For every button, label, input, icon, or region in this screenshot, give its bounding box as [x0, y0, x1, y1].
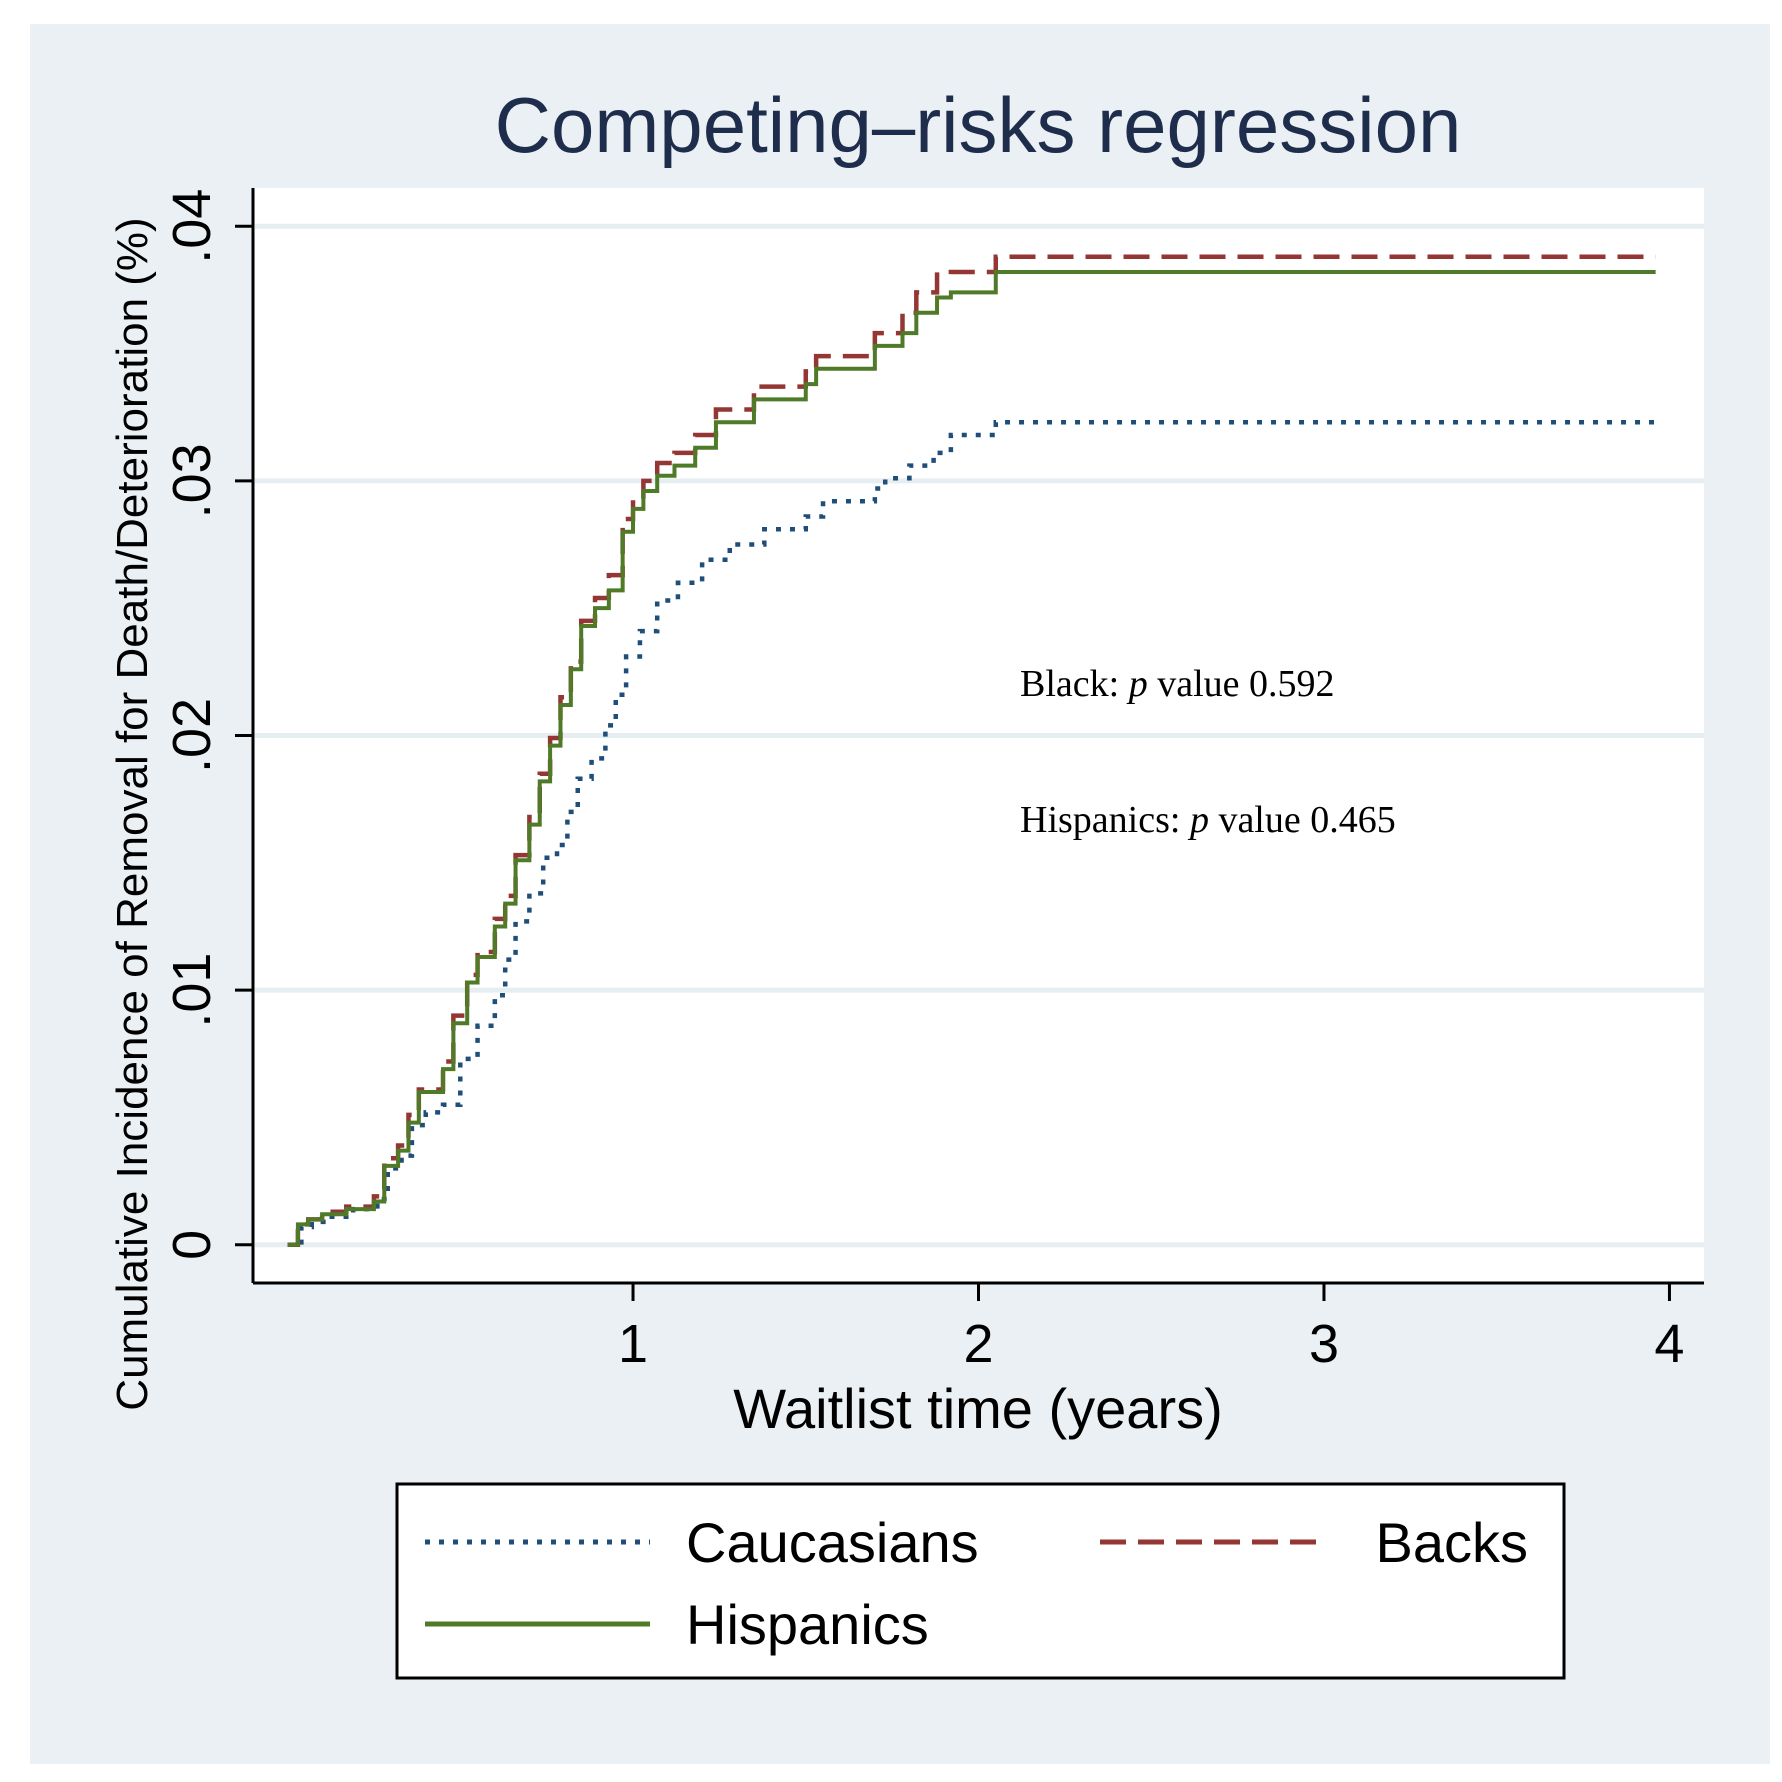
- annotation-black-prefix: Black:: [1020, 663, 1129, 705]
- y-tick-label-0: 0: [162, 1230, 222, 1260]
- series-line-caucasians: [287, 420, 1656, 1248]
- annotation-black-suffix: value 0.592: [1148, 663, 1335, 705]
- annotation-hispanics-pvalue: Hispanics: p value 0.465: [1020, 799, 1396, 841]
- y-tick-label-4: .04: [162, 189, 222, 264]
- annotation-black-pvalue: Black: p value 0.592: [1020, 663, 1335, 705]
- grid-lines: [255, 223, 1704, 1248]
- chart-title: Competing–risks regression: [495, 81, 1462, 169]
- y-tick-label-3: .03: [162, 443, 222, 518]
- y-tick-label-1: .01: [162, 953, 222, 1028]
- y-axis-label: Cumulative Incidence of Removal for Deat…: [108, 217, 157, 1410]
- legend: Caucasians Backs Hispanics: [395, 1482, 1566, 1680]
- x-axis-label: Waitlist time (years): [733, 1377, 1223, 1440]
- series-line-hispanics: [287, 270, 1656, 1247]
- legend-label-hispanics: Hispanics: [686, 1593, 929, 1656]
- legend-label-caucasians: Caucasians: [686, 1511, 979, 1574]
- legend-label-backs: Backs: [1376, 1511, 1529, 1574]
- x-tick-label-1: 2: [963, 1314, 993, 1374]
- axis-ticks: 0 .01 .02 .03 .04 1 2 3 4: [162, 189, 1684, 1374]
- y-tick-label-2: .02: [162, 698, 222, 773]
- x-tick-label-2: 3: [1309, 1314, 1339, 1374]
- annotation-hispanics-suffix: value 0.465: [1209, 799, 1396, 841]
- annotation-hispanics-prefix: Hispanics:: [1020, 799, 1190, 841]
- annotation-hispanics-p: p: [1187, 799, 1209, 841]
- x-tick-label-0: 1: [618, 1314, 648, 1374]
- legend-box: [395, 1482, 1566, 1680]
- series-lines: [287, 254, 1656, 1248]
- annotation-black-p: p: [1126, 663, 1148, 705]
- x-tick-label-3: 4: [1654, 1314, 1684, 1374]
